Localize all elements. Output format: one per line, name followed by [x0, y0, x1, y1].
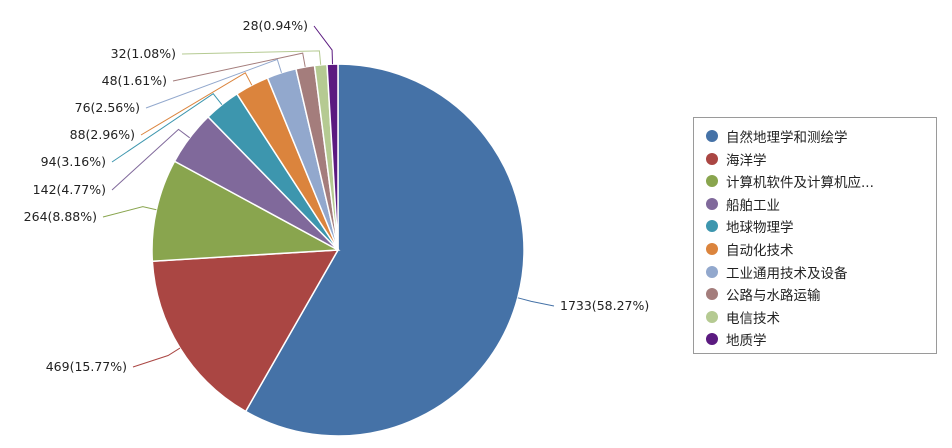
legend-item[interactable]: 船舶工业: [706, 194, 780, 214]
legend-label: 公路与水路运输: [726, 288, 821, 305]
legend-label: 电信技术: [726, 310, 780, 327]
legend: 自然地理学和测绘学 海洋学计算机软件及计算机应... 船舶工业地球物理学自动化技术工…: [693, 117, 937, 354]
legend-marker: [706, 152, 718, 165]
legend-item[interactable]: 公路与水路运输: [706, 284, 821, 304]
label-connector: [102, 206, 157, 218]
legend-label: 海洋学: [726, 152, 767, 169]
pie-slice[interactable]: [244, 63, 525, 437]
data-label: 264(8.88%): [24, 209, 97, 224]
legend-marker: [706, 310, 718, 323]
legend-marker: [706, 130, 718, 142]
data-label: 142(4.77%): [33, 182, 106, 197]
legend-item[interactable]: 电信技术: [706, 307, 780, 327]
legend-label: 工业通用技术及设备: [726, 265, 848, 282]
data-label: 94(3.16%): [41, 154, 106, 169]
legend-item[interactable]: 地球物理学: [706, 216, 794, 236]
label-connector: [111, 93, 223, 163]
label-connector: [140, 72, 253, 136]
legend-marker: [706, 265, 718, 278]
legend-item[interactable]: 工业通用技术及设备: [706, 262, 848, 282]
legend-item[interactable]: 自动化技术: [706, 239, 794, 259]
legend-item[interactable]: 自然地理学和测绘学: [706, 126, 848, 146]
legend-marker: [706, 220, 718, 233]
legend-marker: [706, 175, 718, 188]
label-connector: [132, 347, 181, 368]
pie-slice[interactable]: [151, 160, 341, 262]
legend-item[interactable]: 海洋学: [706, 149, 767, 169]
legend-item[interactable]: 计算机软件及计算机应...: [706, 171, 874, 191]
legend-marker: [706, 197, 718, 210]
legend-marker: [706, 243, 718, 255]
legend-label: 地质学: [726, 333, 767, 350]
data-label: 32(1.08%): [111, 46, 176, 61]
legend-marker: [706, 288, 718, 301]
legend-item[interactable]: 地质学: [706, 329, 767, 349]
label-connector: [313, 25, 333, 65]
data-label: 1733(58.27%): [560, 298, 649, 313]
data-label: 76(2.56%): [75, 100, 140, 115]
label-connector: [181, 50, 322, 65]
label-connector: [517, 297, 555, 307]
legend-marker: [706, 333, 718, 346]
legend-label: 计算机软件及计算机应...: [726, 175, 874, 192]
data-label: 48(1.61%): [102, 73, 167, 88]
label-connector: [145, 58, 282, 109]
legend-label: 船舶工业: [726, 197, 780, 214]
legend-label: 自然地理学和测绘学: [726, 130, 848, 146]
pie-slice[interactable]: [151, 249, 340, 413]
label-connector: [172, 52, 306, 82]
label-connector: [111, 128, 190, 191]
legend-label: 自动化技术: [726, 243, 794, 259]
data-label: 28(0.94%): [243, 18, 308, 33]
data-label: 469(15.77%): [46, 359, 127, 374]
legend-label: 地球物理学: [726, 220, 794, 237]
data-label: 88(2.96%): [70, 127, 135, 142]
